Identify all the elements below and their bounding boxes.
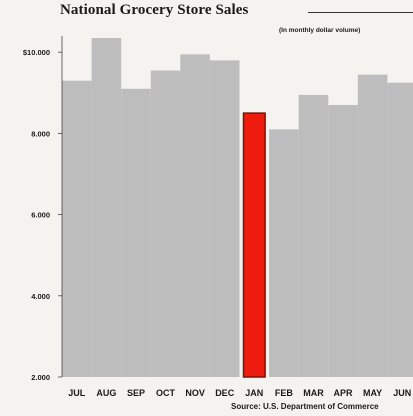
x-tick-label-sep: SEP <box>127 388 145 398</box>
x-tick-label-oct: OCT <box>156 388 176 398</box>
bar-dec <box>209 60 240 378</box>
x-ticks-group: JUL AUG SEP OCT NOV DEC JAN FEB MAR APR MAY JUN <box>68 388 411 398</box>
chart-title: National Grocery Store Sales <box>60 2 249 18</box>
x-tick-label-jan: JAN <box>245 388 263 398</box>
y-tick-label: 2.000 <box>31 373 50 382</box>
x-tick-label-apr: APR <box>333 388 353 398</box>
x-tick-label-may: MAY <box>363 388 382 398</box>
bar-oct <box>150 70 181 377</box>
y-tick-label: 6.000 <box>31 211 50 220</box>
x-tick-label-nov: NOV <box>185 388 205 398</box>
bar-apr <box>328 105 358 377</box>
x-tick-label-jun: JUN <box>393 388 411 398</box>
y-tick-label: 8.000 <box>31 129 50 138</box>
x-tick-label-jul: JUL <box>68 388 86 398</box>
bars-group <box>62 38 413 378</box>
y-tick-label: $10.000 <box>23 48 50 57</box>
x-tick-label-dec: DEC <box>215 388 235 398</box>
x-tick-label-mar: MAR <box>303 388 324 398</box>
chart-subtitle: (In monthly dollar volume) <box>279 27 361 34</box>
bar-sep <box>121 88 151 378</box>
title-rule <box>308 12 413 13</box>
chart-source: Source: U.S. Department of Commerce <box>231 402 379 411</box>
bar-jul <box>62 80 92 377</box>
bar-nov <box>180 54 210 378</box>
bar-may <box>357 74 388 377</box>
x-tick-label-aug: AUG <box>96 388 116 398</box>
bar-jan <box>242 112 266 378</box>
y-tick-label: 4.000 <box>31 292 50 301</box>
bar-feb <box>269 129 299 377</box>
bar-aug <box>91 38 122 377</box>
y-ticks-group: 2.000 4.000 6.000 8.000 $10.000 <box>23 48 62 382</box>
x-tick-label-feb: FEB <box>275 388 294 398</box>
bar-jun <box>387 82 413 377</box>
bar-mar <box>298 94 329 378</box>
